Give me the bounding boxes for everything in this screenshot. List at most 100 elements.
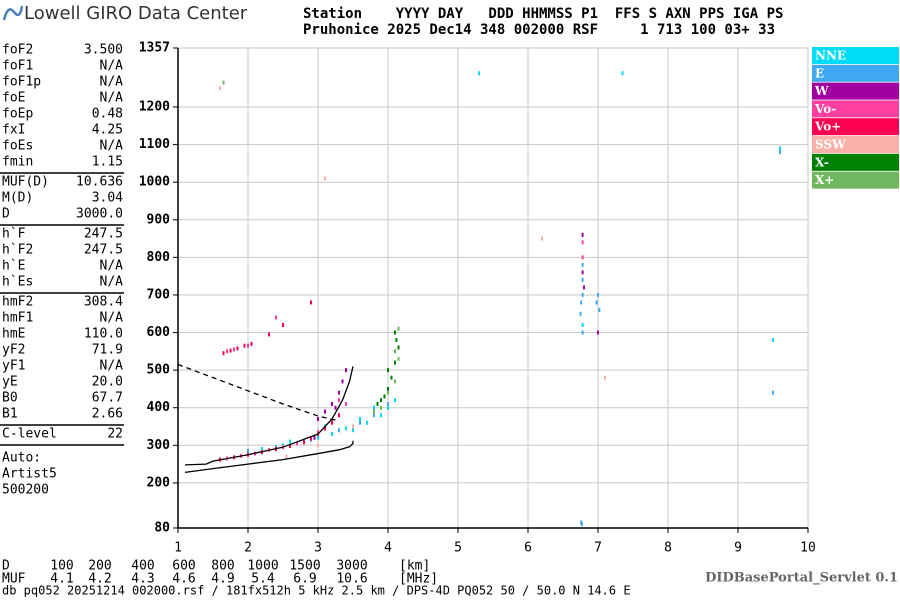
note: Auto: <box>2 451 41 466</box>
echo-point <box>247 448 249 453</box>
muf-table-cell: MUF <box>2 572 26 587</box>
muf-table-cell: 4.6 <box>172 572 195 587</box>
y-tick-label: 1000 <box>139 175 170 190</box>
echo-point <box>236 346 239 351</box>
muf-table-cell: 10.6 <box>336 572 367 587</box>
param-label: hmF2 <box>2 295 33 310</box>
y-tick-label: 400 <box>147 400 171 415</box>
param-value: 247.5 <box>84 243 123 258</box>
param-label: B1 <box>2 407 18 422</box>
param-label: D <box>2 207 10 222</box>
param-label: foE <box>2 91 25 106</box>
echo-point <box>583 285 585 290</box>
echo-point <box>387 401 389 406</box>
param-value: 22 <box>107 427 123 442</box>
legend-swatch <box>812 47 899 64</box>
param-label: B0 <box>2 391 18 406</box>
param-label: hmE <box>2 327 25 342</box>
muf-table-cell: 100 <box>50 559 73 574</box>
muf-table-cell: [km] <box>399 559 430 574</box>
echo-point <box>352 424 354 429</box>
param-label: h`E <box>2 259 25 274</box>
model-curve <box>177 363 340 422</box>
echo-point <box>310 436 312 441</box>
echo-point <box>250 341 253 346</box>
x-tick-label: 4 <box>384 541 392 556</box>
echo-point <box>383 394 386 399</box>
x-tick-label: 10 <box>800 541 816 556</box>
echo-point <box>331 401 333 406</box>
legend-label: Vo+ <box>814 120 841 134</box>
muf-table-cell: 3000 <box>336 559 367 574</box>
note: Artist5 <box>2 467 57 482</box>
legend-swatch <box>812 100 899 118</box>
y-tick-label: 900 <box>147 212 171 227</box>
echo-point <box>338 398 340 403</box>
echo-point <box>376 401 379 406</box>
echo-point <box>334 405 337 410</box>
param-label: yF2 <box>2 343 25 358</box>
param-value: 2.66 <box>92 407 123 422</box>
echo-point <box>581 232 584 237</box>
param-value: N/A <box>100 91 124 106</box>
echo-point <box>243 343 246 348</box>
param-value: N/A <box>100 139 124 154</box>
param-label: h`F2 <box>2 243 33 258</box>
legend-label: E <box>815 66 824 80</box>
echo-point <box>345 426 347 431</box>
y-tick-label: 80 <box>154 521 170 536</box>
model-curve <box>184 440 354 474</box>
echo-point <box>233 347 235 352</box>
param-value: N/A <box>100 311 124 326</box>
x-tick-label: 6 <box>524 541 532 556</box>
y-tick-label: 200 <box>147 475 171 490</box>
echo-point <box>352 428 354 433</box>
echo-point <box>394 379 396 384</box>
logo: Lowell GIRO Data Center <box>24 3 248 24</box>
echo-point <box>581 262 584 267</box>
param-value: 67.7 <box>92 391 123 406</box>
echo-point <box>580 300 583 305</box>
echo-point <box>581 292 584 297</box>
echo-point <box>345 401 347 406</box>
param-label: fxI <box>2 123 25 138</box>
param-value: 247.5 <box>84 227 123 242</box>
param-value: N/A <box>100 359 124 374</box>
y-tick-label: 1200 <box>139 100 170 115</box>
param-label: fmin <box>2 155 33 170</box>
echo-point <box>338 390 340 395</box>
param-value: 1.15 <box>92 155 123 170</box>
y-tick-label: 700 <box>147 287 171 302</box>
echo-point <box>772 390 774 395</box>
echo-point <box>317 435 319 440</box>
param-label: foF2 <box>2 43 33 58</box>
echo-point <box>380 398 382 403</box>
echo-point <box>261 447 263 452</box>
echo-point <box>595 300 598 305</box>
echo-point <box>390 375 393 380</box>
echo-point <box>581 255 584 260</box>
echo-point <box>222 351 225 356</box>
echo-point <box>289 444 291 449</box>
echo-point <box>345 368 347 373</box>
param-value: 10.636 <box>76 175 123 190</box>
param-value: 110.0 <box>84 327 123 342</box>
echo-point <box>604 375 606 380</box>
echo-point <box>581 270 584 275</box>
echo-point <box>387 368 389 373</box>
echo-point <box>296 441 298 446</box>
param-value: N/A <box>100 259 124 274</box>
echo-point <box>317 443 319 448</box>
echo-point <box>579 311 582 316</box>
x-tick-label: 2 <box>244 541 252 556</box>
param-value: N/A <box>100 75 124 90</box>
legend-label: NNE <box>815 49 846 63</box>
muf-table-cell: 4.3 <box>131 572 154 587</box>
echo-point <box>779 150 781 155</box>
echo-point <box>581 277 584 282</box>
muf-table-cell: 6.9 <box>293 572 316 587</box>
muf-table-cell: [MHz] <box>399 572 438 587</box>
muf-table-cell: 600 <box>172 559 195 574</box>
param-value: 3.500 <box>84 43 123 58</box>
param-value: N/A <box>100 275 124 290</box>
